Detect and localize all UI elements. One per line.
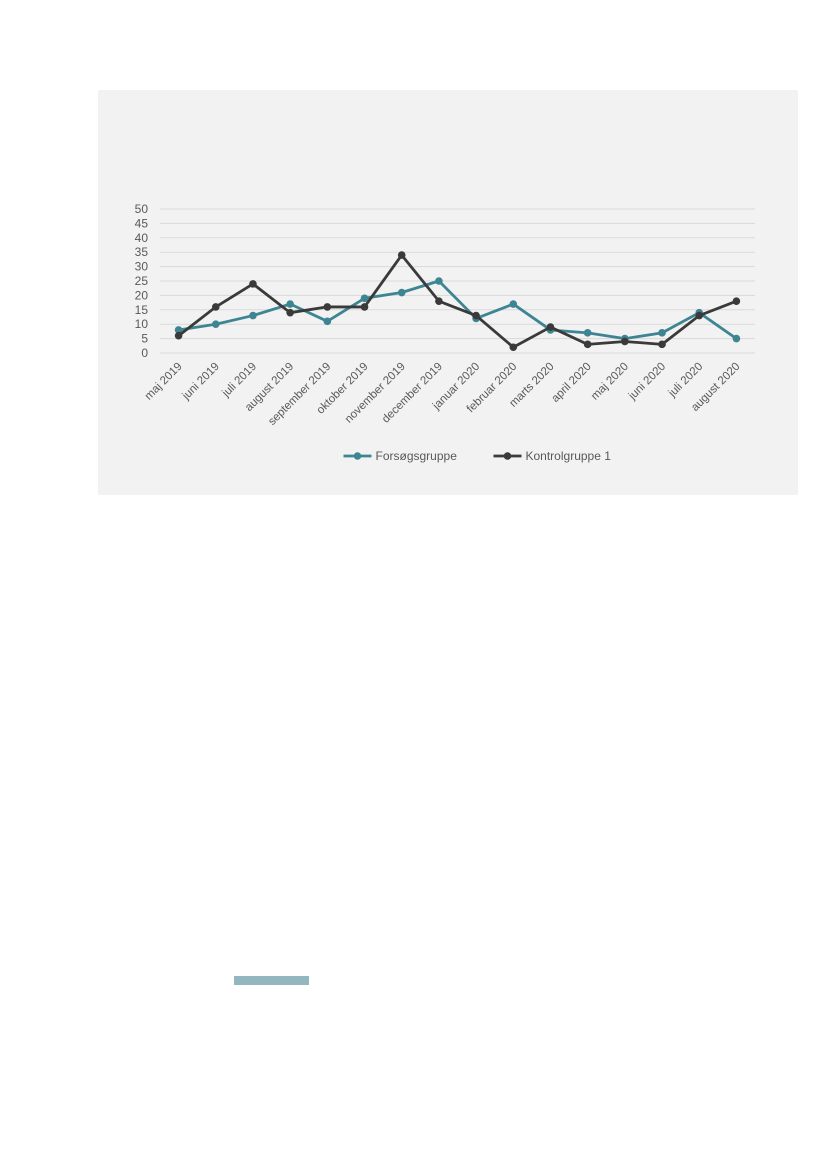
y-tick-label: 15 <box>135 303 149 317</box>
data-point <box>360 294 369 303</box>
data-point <box>583 329 592 337</box>
y-tick-label: 45 <box>135 216 149 230</box>
data-point <box>286 300 294 308</box>
data-point <box>583 340 592 349</box>
x-tick-label: september 2019 <box>266 361 333 428</box>
legend-item: Forsøgsgruppe <box>343 449 458 463</box>
data-point <box>658 340 666 349</box>
series-line <box>177 279 738 341</box>
data-point <box>211 320 220 328</box>
y-tick-label: 25 <box>135 274 149 288</box>
legend-marker <box>353 452 362 460</box>
data-point <box>174 326 183 334</box>
legend-label: Forsøgsgruppe <box>376 449 458 463</box>
data-point <box>211 303 220 311</box>
x-tick-label: juni 2019 <box>180 361 222 403</box>
data-point <box>695 311 704 320</box>
data-point <box>249 280 257 288</box>
data-point <box>621 337 629 346</box>
data-point <box>360 303 369 311</box>
data-point <box>397 251 406 259</box>
data-point <box>658 329 666 337</box>
y-tick-label: 5 <box>141 332 148 346</box>
data-point <box>323 317 332 326</box>
y-tick-label: 20 <box>135 288 149 302</box>
legend-marker <box>503 452 512 460</box>
series-2 <box>174 251 741 352</box>
data-point <box>546 323 555 331</box>
data-point <box>249 311 257 320</box>
data-point <box>435 277 443 285</box>
legend: Forsøgsgruppe Kontrolgruppe 1 <box>343 449 612 463</box>
data-point <box>286 308 294 317</box>
y-tick-label: 50 <box>135 202 149 216</box>
data-point <box>732 297 741 305</box>
y-tick-label: 40 <box>135 231 149 245</box>
x-tick-label: april 2020 <box>550 361 594 405</box>
y-tick-label: 30 <box>135 260 149 274</box>
chart-panel: 0 5 10 15 20 25 30 35 40 45 50 maj 2019 juni 2019 ju… <box>98 90 798 495</box>
data-point <box>397 288 406 297</box>
x-tick-label: maj 2020 <box>589 361 631 403</box>
data-point <box>509 343 518 352</box>
data-point <box>435 297 443 305</box>
series-lines <box>174 251 741 352</box>
x-tick-label: maj 2019 <box>143 361 185 403</box>
data-point <box>509 300 518 308</box>
data-point <box>323 303 332 311</box>
data-point <box>174 331 183 340</box>
gridlines <box>160 208 755 354</box>
data-point <box>472 311 480 320</box>
y-tick-label: 0 <box>141 346 148 360</box>
y-tick-label: 10 <box>135 317 149 331</box>
data-point <box>732 334 741 343</box>
y-tick-label: 35 <box>135 245 149 259</box>
legend-item: Kontrolgruppe 1 <box>493 449 612 463</box>
legend-label: Kontrolgruppe 1 <box>526 449 612 463</box>
footer-accent-bar <box>234 976 309 985</box>
x-tick-label: juni 2020 <box>626 361 668 403</box>
series-line <box>177 253 738 349</box>
